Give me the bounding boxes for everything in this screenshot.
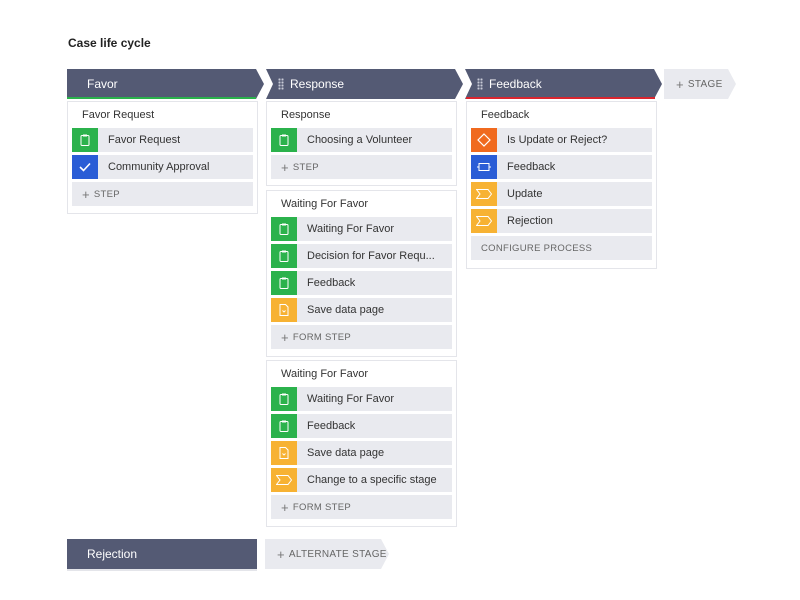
plus-icon: + <box>281 159 289 175</box>
step-feedback[interactable]: Feedback <box>271 271 452 295</box>
step-label: Rejection <box>507 215 553 227</box>
process-title[interactable]: Feedback <box>481 109 530 121</box>
stage-name: Feedback <box>489 77 542 91</box>
process-title[interactable]: Waiting For Favor <box>281 368 369 380</box>
add-step-label: FORM STEP <box>292 331 352 343</box>
process-waiting-for-favor-2: Waiting For Favor Waiting For Favor Feed… <box>266 360 457 527</box>
add-step-button[interactable]: + STEP <box>72 182 253 206</box>
stage-header-favor[interactable]: Favor <box>67 69 264 99</box>
decision-icon <box>471 128 497 152</box>
step-waiting-for-favor[interactable]: Waiting For Favor <box>271 387 452 411</box>
process-title[interactable]: Waiting For Favor <box>281 198 369 210</box>
add-step-label: FORM STEP <box>292 501 352 513</box>
step-label: Feedback <box>507 161 556 173</box>
drag-handle-icon[interactable] <box>278 78 284 90</box>
page-title: Case life cycle <box>68 36 151 50</box>
step-label: Waiting For Favor <box>307 223 395 235</box>
add-stage-label: STAGE <box>687 78 723 90</box>
stage-header-response[interactable]: Response <box>266 69 463 99</box>
clipboard-icon <box>271 414 297 438</box>
process-title[interactable]: Response <box>281 109 331 121</box>
clipboard-icon <box>271 128 297 152</box>
process-response: Response Choosing a Volunteer + STEP <box>266 101 457 186</box>
step-community-approval[interactable]: Community Approval <box>72 155 253 179</box>
process-favor-request: Favor Request Favor Request Community Ap… <box>67 101 258 214</box>
step-waiting-for-favor[interactable]: Waiting For Favor <box>271 217 452 241</box>
step-label: Choosing a Volunteer <box>307 134 413 146</box>
step-feedback-subprocess[interactable]: Feedback <box>471 155 652 179</box>
chevron-icon <box>271 468 297 492</box>
step-change-stage[interactable]: Change to a specific stage <box>271 468 452 492</box>
plus-icon: + <box>281 499 289 515</box>
clipboard-icon <box>271 244 297 268</box>
step-label: Update <box>507 188 543 200</box>
step-label: Feedback <box>307 277 356 289</box>
add-alternate-stage-label: ALTERNATE STAGE <box>288 548 387 560</box>
step-label: Community Approval <box>108 161 210 173</box>
clipboard-icon <box>72 128 98 152</box>
step-feedback[interactable]: Feedback <box>271 414 452 438</box>
step-label: Favor Request <box>108 134 181 146</box>
step-label: Is Update or Reject? <box>507 134 608 146</box>
configure-process-button[interactable]: CONFIGURE PROCESS <box>471 236 652 260</box>
step-update[interactable]: Update <box>471 182 652 206</box>
step-choosing-volunteer[interactable]: Choosing a Volunteer <box>271 128 452 152</box>
document-icon <box>271 441 297 465</box>
check-icon <box>72 155 98 179</box>
document-icon <box>271 298 297 322</box>
stage-header-feedback[interactable]: Feedback <box>465 69 662 99</box>
plus-icon: + <box>277 546 285 562</box>
subprocess-icon <box>471 155 497 179</box>
clipboard-icon <box>271 217 297 241</box>
add-form-step-button[interactable]: + FORM STEP <box>271 495 452 519</box>
add-step-label: STEP <box>93 188 120 200</box>
stage-status-bar <box>67 97 256 99</box>
plus-icon: + <box>82 186 90 202</box>
step-decision-for-favor[interactable]: Decision for Favor Requ... <box>271 244 452 268</box>
stage-name: Response <box>290 77 345 91</box>
step-label: Decision for Favor Requ... <box>307 250 435 262</box>
configure-process-label: CONFIGURE PROCESS <box>481 242 593 254</box>
step-save-data-page[interactable]: Save data page <box>271 441 452 465</box>
step-label: Change to a specific stage <box>307 474 437 486</box>
step-rejection[interactable]: Rejection <box>471 209 652 233</box>
chevron-icon <box>471 209 497 233</box>
plus-icon: + <box>676 76 684 92</box>
add-step-label: STEP <box>292 161 319 173</box>
clipboard-icon <box>271 387 297 411</box>
stage-status-bar <box>466 97 655 99</box>
step-save-data-page[interactable]: Save data page <box>271 298 452 322</box>
alternate-stage-rejection[interactable]: Rejection <box>67 539 257 569</box>
chevron-icon <box>471 182 497 206</box>
step-label: Waiting For Favor <box>307 393 395 405</box>
add-alternate-stage-button[interactable]: + ALTERNATE STAGE <box>265 539 389 569</box>
add-stage-button[interactable]: + STAGE <box>664 69 736 99</box>
plus-icon: + <box>281 329 289 345</box>
clipboard-icon <box>271 271 297 295</box>
alternate-stage-underline <box>67 569 257 571</box>
add-form-step-button[interactable]: + FORM STEP <box>271 325 452 349</box>
process-waiting-for-favor: Waiting For Favor Waiting For Favor Deci… <box>266 190 457 357</box>
stage-name: Rejection <box>87 547 138 561</box>
add-step-button[interactable]: + STEP <box>271 155 452 179</box>
process-title[interactable]: Favor Request <box>82 109 155 121</box>
process-feedback: Feedback Is Update or Reject? Feedback U… <box>466 101 657 269</box>
step-favor-request[interactable]: Favor Request <box>72 128 253 152</box>
step-label: Save data page <box>307 447 385 459</box>
step-label: Save data page <box>307 304 385 316</box>
step-label: Feedback <box>307 420 356 432</box>
stage-name: Favor <box>87 77 118 91</box>
drag-handle-icon[interactable] <box>477 78 483 90</box>
step-is-update-or-reject[interactable]: Is Update or Reject? <box>471 128 652 152</box>
